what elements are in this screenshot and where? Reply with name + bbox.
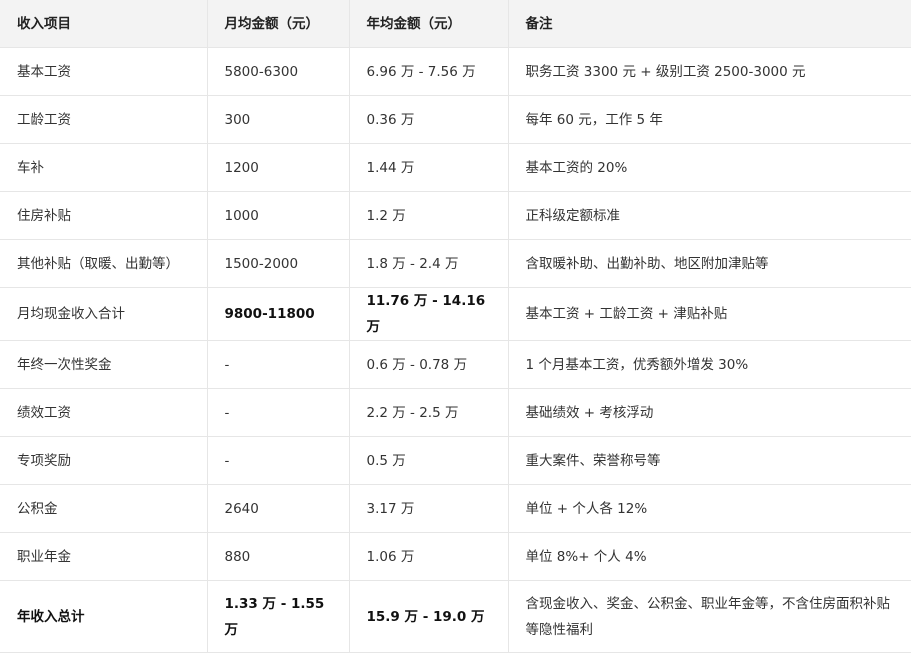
table-cell: 1 个月基本工资，优秀额外增发 30% (508, 340, 911, 389)
table-cell: 年收入总计 (0, 580, 208, 653)
table-cell: 专项奖励 (0, 436, 208, 485)
table-cell: 1.8 万 - 2.4 万 (349, 239, 509, 288)
table-cell: 1200 (207, 143, 350, 192)
table-cell: 车补 (0, 143, 208, 192)
table-cell: 职务工资 3300 元 + 级别工资 2500-3000 元 (508, 47, 911, 96)
table-cell: - (207, 436, 350, 485)
table-cell: 含现金收入、奖金、公积金、职业年金等，不含住房面积补贴等隐性福利 (508, 580, 911, 653)
table-cell: 1500-2000 (207, 239, 350, 288)
table-cell: 1.33 万 - 1.55 万 (207, 580, 350, 653)
header-cell: 备注 (508, 0, 911, 48)
table-row: 专项奖励 -0.5 万重大案件、荣誉称号等 (0, 436, 911, 485)
table-cell: 基本工资 (0, 47, 208, 96)
table-row: 其他补贴（取暖、出勤等） 1500-2000 1.8 万 - 2.4 万含取暖补助、… (0, 239, 911, 288)
header-cell: 年均金额（元） (349, 0, 509, 48)
table-cell: 月均现金收入合计 (0, 287, 208, 341)
table-cell: 重大案件、荣誉称号等 (508, 436, 911, 485)
table-cell: 300 (207, 95, 350, 144)
table-cell: 单位 + 个人各 12% (508, 484, 911, 533)
table-cell: 6.96 万 - 7.56 万 (349, 47, 509, 96)
table-cell: 每年 60 元，工作 5 年 (508, 95, 911, 144)
table-cell: 0.36 万 (349, 95, 509, 144)
table-cell: 1.44 万 (349, 143, 509, 192)
table-cell: 基本工资 + 工龄工资 + 津贴补贴 (508, 287, 911, 341)
table-cell: 单位 8%+ 个人 4% (508, 532, 911, 581)
table-row: 公积金 2640 3.17 万单位 + 个人各 12% (0, 484, 911, 533)
table-cell: 0.6 万 - 0.78 万 (349, 340, 509, 389)
table-cell: 880 (207, 532, 350, 581)
table-cell: 基础绩效 + 考核浮动 (508, 388, 911, 437)
table-cell: 0.5 万 (349, 436, 509, 485)
table-row: 基本工资 5800-6300 6.96 万 - 7.56 万职务工资 3300 元 … (0, 47, 911, 96)
table-cell: 3.17 万 (349, 484, 509, 533)
table-row: 年收入总计 1.33 万 - 1.55 万 15.9 万 - 19.0 万含现金收入… (0, 580, 911, 653)
table-head: 收入项目 月均金额（元） 年均金额（元） 备注 (0, 0, 911, 48)
header-cell: 收入项目 (0, 0, 208, 48)
header-cell: 月均金额（元） (207, 0, 350, 48)
table-cell: 绩效工资 (0, 388, 208, 437)
table-cell: 9800-11800 (207, 287, 350, 341)
table-cell: 11.76 万 - 14.16 万 (349, 287, 509, 341)
table-cell: 公积金 (0, 484, 208, 533)
table-row: 职业年金 880 1.06 万单位 8%+ 个人 4% (0, 532, 911, 581)
table-cell: 职业年金 (0, 532, 208, 581)
table-cell: 其他补贴（取暖、出勤等） (0, 239, 208, 288)
table-cell: 工龄工资 (0, 95, 208, 144)
table-cell: - (207, 340, 350, 389)
table-cell: 正科级定额标准 (508, 191, 911, 240)
table-row: 车补 1200 1.44 万基本工资的 20% (0, 143, 911, 192)
table-cell: 住房补贴 (0, 191, 208, 240)
table-cell: 2640 (207, 484, 350, 533)
table-cell: 年终一次性奖金 (0, 340, 208, 389)
table-cell: - (207, 388, 350, 437)
table-cell: 2.2 万 - 2.5 万 (349, 388, 509, 437)
table-row: 绩效工资 -2.2 万 - 2.5 万基础绩效 + 考核浮动 (0, 388, 911, 437)
table-row: 工龄工资 300 0.36 万每年 60 元，工作 5 年 (0, 95, 911, 144)
table-cell: 15.9 万 - 19.0 万 (349, 580, 509, 653)
table-cell: 基本工资的 20% (508, 143, 911, 192)
table-row: 月均现金收入合计 9800-11800 11.76 万 - 14.16 万基本工资 … (0, 287, 911, 341)
header-row: 收入项目 月均金额（元） 年均金额（元） 备注 (0, 0, 911, 48)
table-body: 基本工资 5800-6300 6.96 万 - 7.56 万职务工资 3300 元 … (0, 47, 911, 653)
table-cell: 1000 (207, 191, 350, 240)
table-cell: 1.06 万 (349, 532, 509, 581)
table-row: 住房补贴 1000 1.2 万正科级定额标准 (0, 191, 911, 240)
table-cell: 1.2 万 (349, 191, 509, 240)
table-cell: 5800-6300 (207, 47, 350, 96)
table-cell: 含取暖补助、出勤补助、地区附加津贴等 (508, 239, 911, 288)
